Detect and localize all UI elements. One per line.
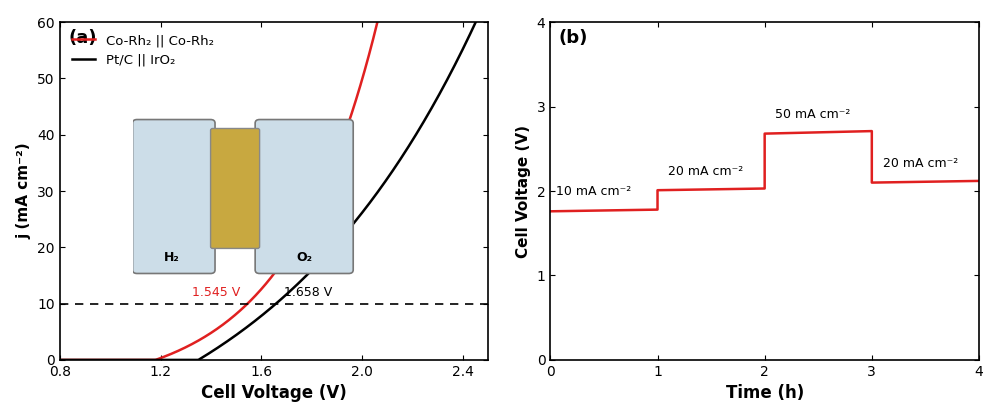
Text: 50 mA cm⁻²: 50 mA cm⁻² bbox=[775, 108, 851, 121]
Text: 1.545 V: 1.545 V bbox=[192, 286, 240, 299]
X-axis label: Cell Voltage (V): Cell Voltage (V) bbox=[201, 384, 347, 402]
Legend: Co-Rh₂ || Co-Rh₂, Pt/C || IrO₂: Co-Rh₂ || Co-Rh₂, Pt/C || IrO₂ bbox=[66, 29, 219, 72]
Text: 20 mA cm⁻²: 20 mA cm⁻² bbox=[668, 166, 743, 178]
Text: 20 mA cm⁻²: 20 mA cm⁻² bbox=[883, 157, 958, 170]
Text: 10 mA cm⁻²: 10 mA cm⁻² bbox=[556, 185, 631, 198]
Y-axis label: j (mA cm⁻²): j (mA cm⁻²) bbox=[17, 143, 32, 239]
Text: (a): (a) bbox=[68, 29, 97, 47]
Text: 1.658 V: 1.658 V bbox=[284, 286, 332, 299]
Y-axis label: Cell Voltage (V): Cell Voltage (V) bbox=[516, 124, 531, 258]
X-axis label: Time (h): Time (h) bbox=[726, 384, 804, 402]
Text: (b): (b) bbox=[559, 29, 588, 47]
